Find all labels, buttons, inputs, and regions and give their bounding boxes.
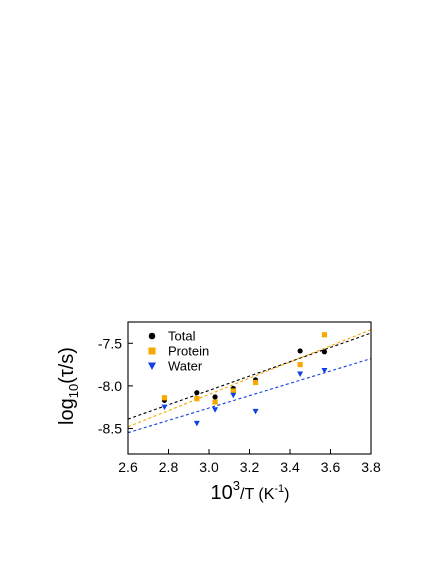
water-point bbox=[252, 408, 259, 415]
plot-frame bbox=[127, 321, 372, 455]
y-axis-label: log10(τ/s) bbox=[56, 347, 81, 425]
protein-point bbox=[297, 361, 303, 368]
x-tick-label: 2.8 bbox=[159, 459, 179, 475]
total-point bbox=[212, 394, 218, 400]
protein-point bbox=[161, 395, 168, 401]
legend-marker-protein bbox=[148, 347, 156, 355]
protein-point bbox=[252, 379, 259, 386]
x-tick-label: 3.0 bbox=[199, 459, 219, 475]
total-point bbox=[297, 348, 303, 354]
total-point bbox=[194, 390, 200, 396]
y-tick-label: -7.5 bbox=[98, 335, 122, 351]
water-point bbox=[321, 368, 328, 374]
x-tick-label: 3.2 bbox=[240, 459, 260, 475]
water-point bbox=[212, 407, 219, 413]
protein-point bbox=[230, 388, 236, 394]
fit-lines-group bbox=[127, 329, 372, 434]
x-axis-label: 103/T (K-1) bbox=[211, 478, 290, 504]
water-fit-line bbox=[127, 358, 372, 434]
x-tick-label: 3.6 bbox=[321, 459, 341, 475]
water-point bbox=[297, 371, 304, 377]
protein-point bbox=[321, 332, 328, 338]
y-tick-label: -8.5 bbox=[98, 420, 122, 436]
legend-marker-water bbox=[148, 362, 156, 370]
water-point bbox=[230, 392, 237, 399]
legend-marker-total bbox=[148, 332, 156, 340]
protein-point bbox=[212, 399, 218, 405]
water-point bbox=[161, 404, 168, 411]
y-tick-label: -8.0 bbox=[98, 378, 122, 394]
legend-label-water: Water bbox=[168, 359, 203, 374]
axis-ticks-group: 2.6 2.8 3.0 3.2 3.4 3.6 3.8 -8.5 -8.0 -7.5 bbox=[98, 335, 381, 475]
total-fit-line bbox=[127, 332, 372, 420]
protein-fit-line bbox=[127, 329, 372, 428]
water-point bbox=[193, 420, 200, 427]
x-tick-label: 3.8 bbox=[361, 459, 381, 475]
x-tick-label: 3.4 bbox=[280, 459, 300, 475]
x-tick-label: 2.6 bbox=[118, 459, 138, 475]
protein-point bbox=[194, 396, 200, 402]
legend-label-protein: Protein bbox=[168, 344, 209, 359]
total-point bbox=[321, 349, 328, 355]
data-points-group bbox=[161, 332, 328, 427]
legend-label-total: Total bbox=[168, 329, 196, 344]
